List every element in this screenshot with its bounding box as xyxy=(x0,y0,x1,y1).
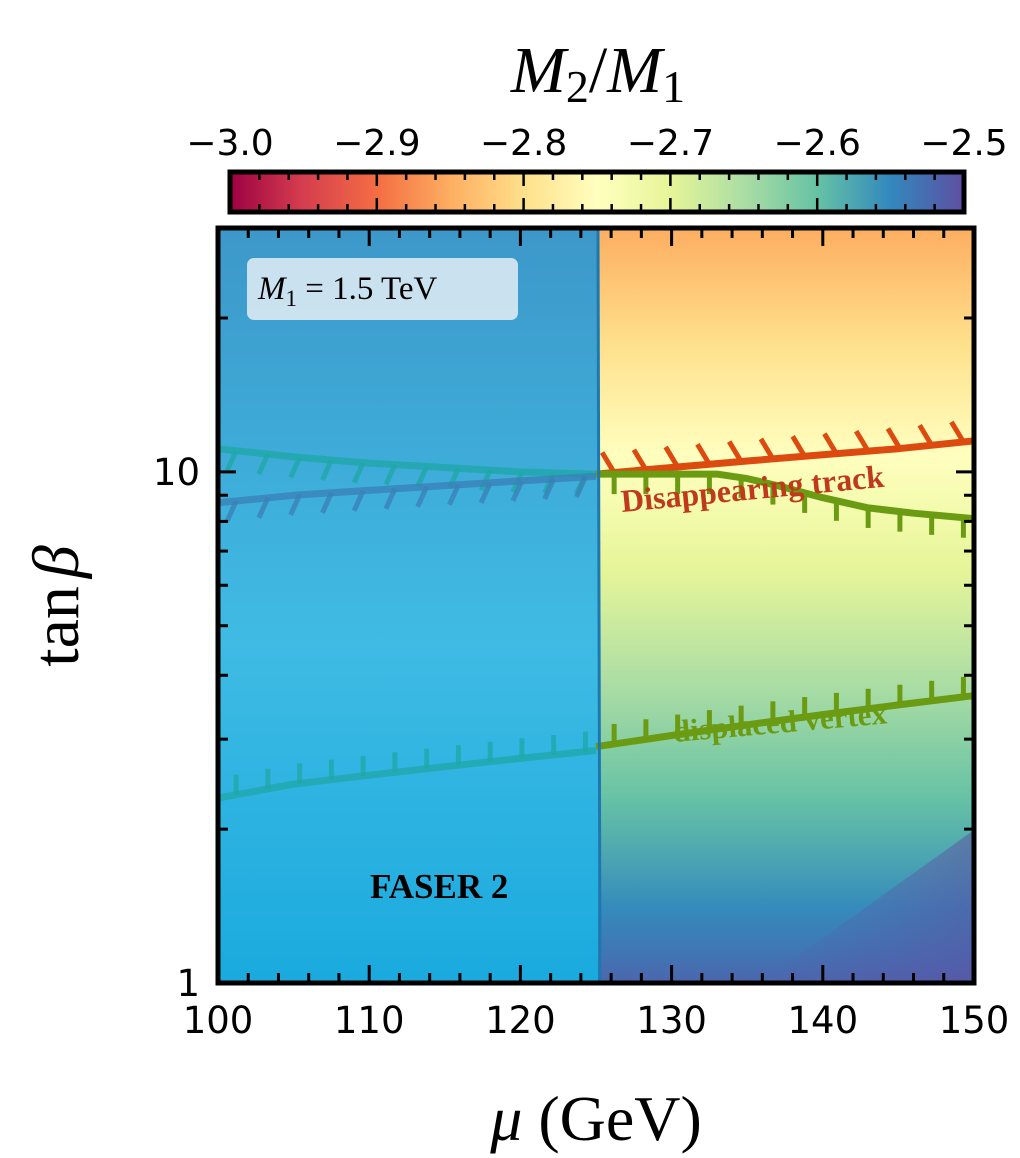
x-tick-label: 110 xyxy=(334,999,405,1042)
hatch-mark xyxy=(727,440,744,463)
colorbar-title-main-2: M xyxy=(606,34,666,107)
x-tick-label: 100 xyxy=(183,999,254,1042)
hatch-mark xyxy=(574,475,588,499)
mu-boundary-line xyxy=(596,228,602,983)
curves-layer xyxy=(218,420,974,802)
region-right-corner-shade xyxy=(760,830,974,983)
hatch-mark xyxy=(288,493,302,516)
x-tick-label: 120 xyxy=(485,999,556,1042)
hatch-mark xyxy=(478,481,493,504)
colorbar-title-sub2: 1 xyxy=(662,61,685,112)
colorbar-tick-label: −2.5 xyxy=(920,123,1007,164)
colorbar-tick-label: −2.9 xyxy=(333,123,420,164)
y-tick-label: 1 xyxy=(176,962,200,1005)
x-axis-label-symbol: μ xyxy=(489,1083,522,1154)
hatch-mark xyxy=(320,458,334,482)
series-line xyxy=(595,437,974,478)
plot-frame xyxy=(215,225,977,986)
series-line xyxy=(596,470,974,523)
colorbar-tick-labels: −3.0 −2.9 −2.8 −2.7 −2.6 −2.5 xyxy=(186,123,1007,164)
hatch-mark xyxy=(631,448,649,472)
colorbar-tick-label: −3.0 xyxy=(186,123,273,164)
param-box xyxy=(247,258,518,320)
param-box-text: M1 = 1.5 TeV xyxy=(257,271,438,311)
hatch-mark xyxy=(383,463,398,486)
x-axis-label: μ (GeV) xyxy=(489,1083,702,1154)
colorbar-title: M2/M1 xyxy=(510,34,685,112)
param-box-symbol: M xyxy=(257,271,287,307)
param-box-value: = 1.5 TeV xyxy=(297,271,438,307)
series-line xyxy=(218,747,597,802)
x-tick-label: 130 xyxy=(636,999,707,1042)
colorbar-title-sub1: 2 xyxy=(566,61,589,112)
series-line xyxy=(218,445,597,478)
hatch-mark xyxy=(885,427,903,450)
hatch-mark xyxy=(790,435,807,458)
hatch-mark xyxy=(663,445,680,469)
region-left xyxy=(218,228,598,983)
series-line xyxy=(595,692,974,751)
experiment-label: FASER 2 xyxy=(370,867,508,906)
hatch-mark xyxy=(320,491,334,514)
hatch-mark xyxy=(415,485,429,508)
hatch-mark xyxy=(383,487,398,510)
hatch-mark xyxy=(224,449,239,472)
y-axis-label: tan β xyxy=(20,545,93,667)
y-axis-label-symbol: β xyxy=(20,545,93,580)
hatch-mark xyxy=(224,499,239,523)
hatch-mark xyxy=(256,453,271,476)
colorbar-tick-label: −2.7 xyxy=(627,123,714,164)
hatch-mark xyxy=(351,489,366,512)
hatch-mark xyxy=(917,423,934,447)
hatch-mark xyxy=(758,437,776,461)
x-tick-labels: 100 110 120 130 140 150 xyxy=(183,999,1010,1042)
colorbar-title-main: M xyxy=(510,34,570,107)
hatch-mark xyxy=(822,432,839,455)
param-box-sub: 1 xyxy=(286,286,298,311)
hatch-mark xyxy=(447,483,461,506)
region-right xyxy=(598,228,974,983)
plot-area xyxy=(218,228,974,983)
hatch-mark xyxy=(600,451,617,474)
hatch-mark xyxy=(542,477,556,500)
hatch-mark xyxy=(949,420,966,444)
hatch-mark xyxy=(510,479,525,502)
y-tick-labels: 1 10 xyxy=(153,451,200,1005)
y-tick-label: 10 xyxy=(153,451,200,494)
colorbar-tick-label: −2.6 xyxy=(773,123,860,164)
hatch-mark xyxy=(288,456,302,479)
hatch-mark xyxy=(351,461,366,484)
colorbar-tick-label: −2.8 xyxy=(480,123,567,164)
axis-ticks xyxy=(218,228,974,983)
colorbar-ticks xyxy=(258,172,936,212)
hatch-mark xyxy=(415,465,429,488)
x-tick-label: 150 xyxy=(939,999,1010,1042)
hatch-mark xyxy=(256,496,271,519)
x-axis-label-unit: (GeV) xyxy=(522,1083,701,1154)
colorbar xyxy=(227,169,967,215)
x-tick-label: 140 xyxy=(787,999,858,1042)
colorbar-title-slash: / xyxy=(589,34,608,107)
hatch-mark xyxy=(854,429,871,453)
hatch-mark xyxy=(695,442,712,466)
series-line xyxy=(218,472,597,507)
y-axis-label-func: tan xyxy=(20,586,93,667)
